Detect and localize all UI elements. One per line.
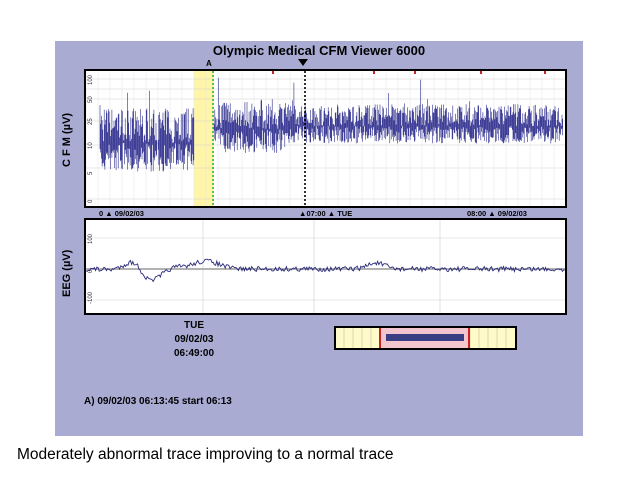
- svg-text:25: 25: [88, 118, 94, 125]
- cfm-time-mid: ▲07:00 ▲ TUE: [299, 209, 353, 218]
- cursor-datetime: TUE 09/02/03 06:49:00: [174, 319, 214, 361]
- cfm-top-event-marks: [272, 71, 546, 74]
- app-title: Olympic Medical CFM Viewer 6000: [212, 43, 426, 58]
- cursor-time: 06:49:00: [174, 348, 215, 359]
- svg-text:100: 100: [88, 233, 94, 244]
- cursor-date: 09/02/03: [174, 334, 214, 345]
- svg-text:-100: -100: [88, 291, 94, 304]
- cfm-gridlines: [86, 71, 565, 206]
- eeg-trace-line: [86, 258, 565, 283]
- cfm-trace-line: [99, 77, 563, 172]
- svg-text:50: 50: [88, 96, 94, 103]
- svg-text:100: 100: [88, 74, 94, 85]
- cfm-trace-plot[interactable]: 100 50 25 10 5 0: [84, 69, 567, 208]
- event-annotation: A) 09/02/03 06:13:45 start 06:13: [84, 396, 232, 407]
- svg-text:0: 0: [88, 269, 94, 273]
- eeg-gridlines: [86, 220, 565, 313]
- cfm-time-end: 08:00 ▲ 09/02/03: [467, 209, 527, 218]
- event-highlight-band: [194, 71, 214, 206]
- svg-text:0: 0: [88, 199, 94, 203]
- cfm-axis-label: C F M (µV): [61, 113, 73, 167]
- svg-text:5: 5: [88, 171, 94, 175]
- slide-caption: Moderately abnormal trace improving to a…: [17, 446, 394, 463]
- viewer-panel: Olympic Medical CFM Viewer 6000 A C F M …: [55, 41, 583, 436]
- navigator-position-bar: [386, 334, 464, 341]
- cursor-day: TUE: [184, 320, 205, 331]
- event-marker-a-label[interactable]: A: [206, 59, 212, 68]
- eeg-axis-label: EEG (µV): [61, 249, 73, 297]
- eeg-trace-plot[interactable]: 100 0 -100: [84, 218, 567, 315]
- cfm-time-start: 0 ▲ 09/02/03: [99, 209, 144, 218]
- cursor-arrow-icon[interactable]: [298, 59, 308, 66]
- svg-text:10: 10: [88, 142, 94, 149]
- eeg-tick-labels: 100 0 -100: [88, 233, 94, 304]
- timeline-navigator[interactable]: [334, 326, 517, 350]
